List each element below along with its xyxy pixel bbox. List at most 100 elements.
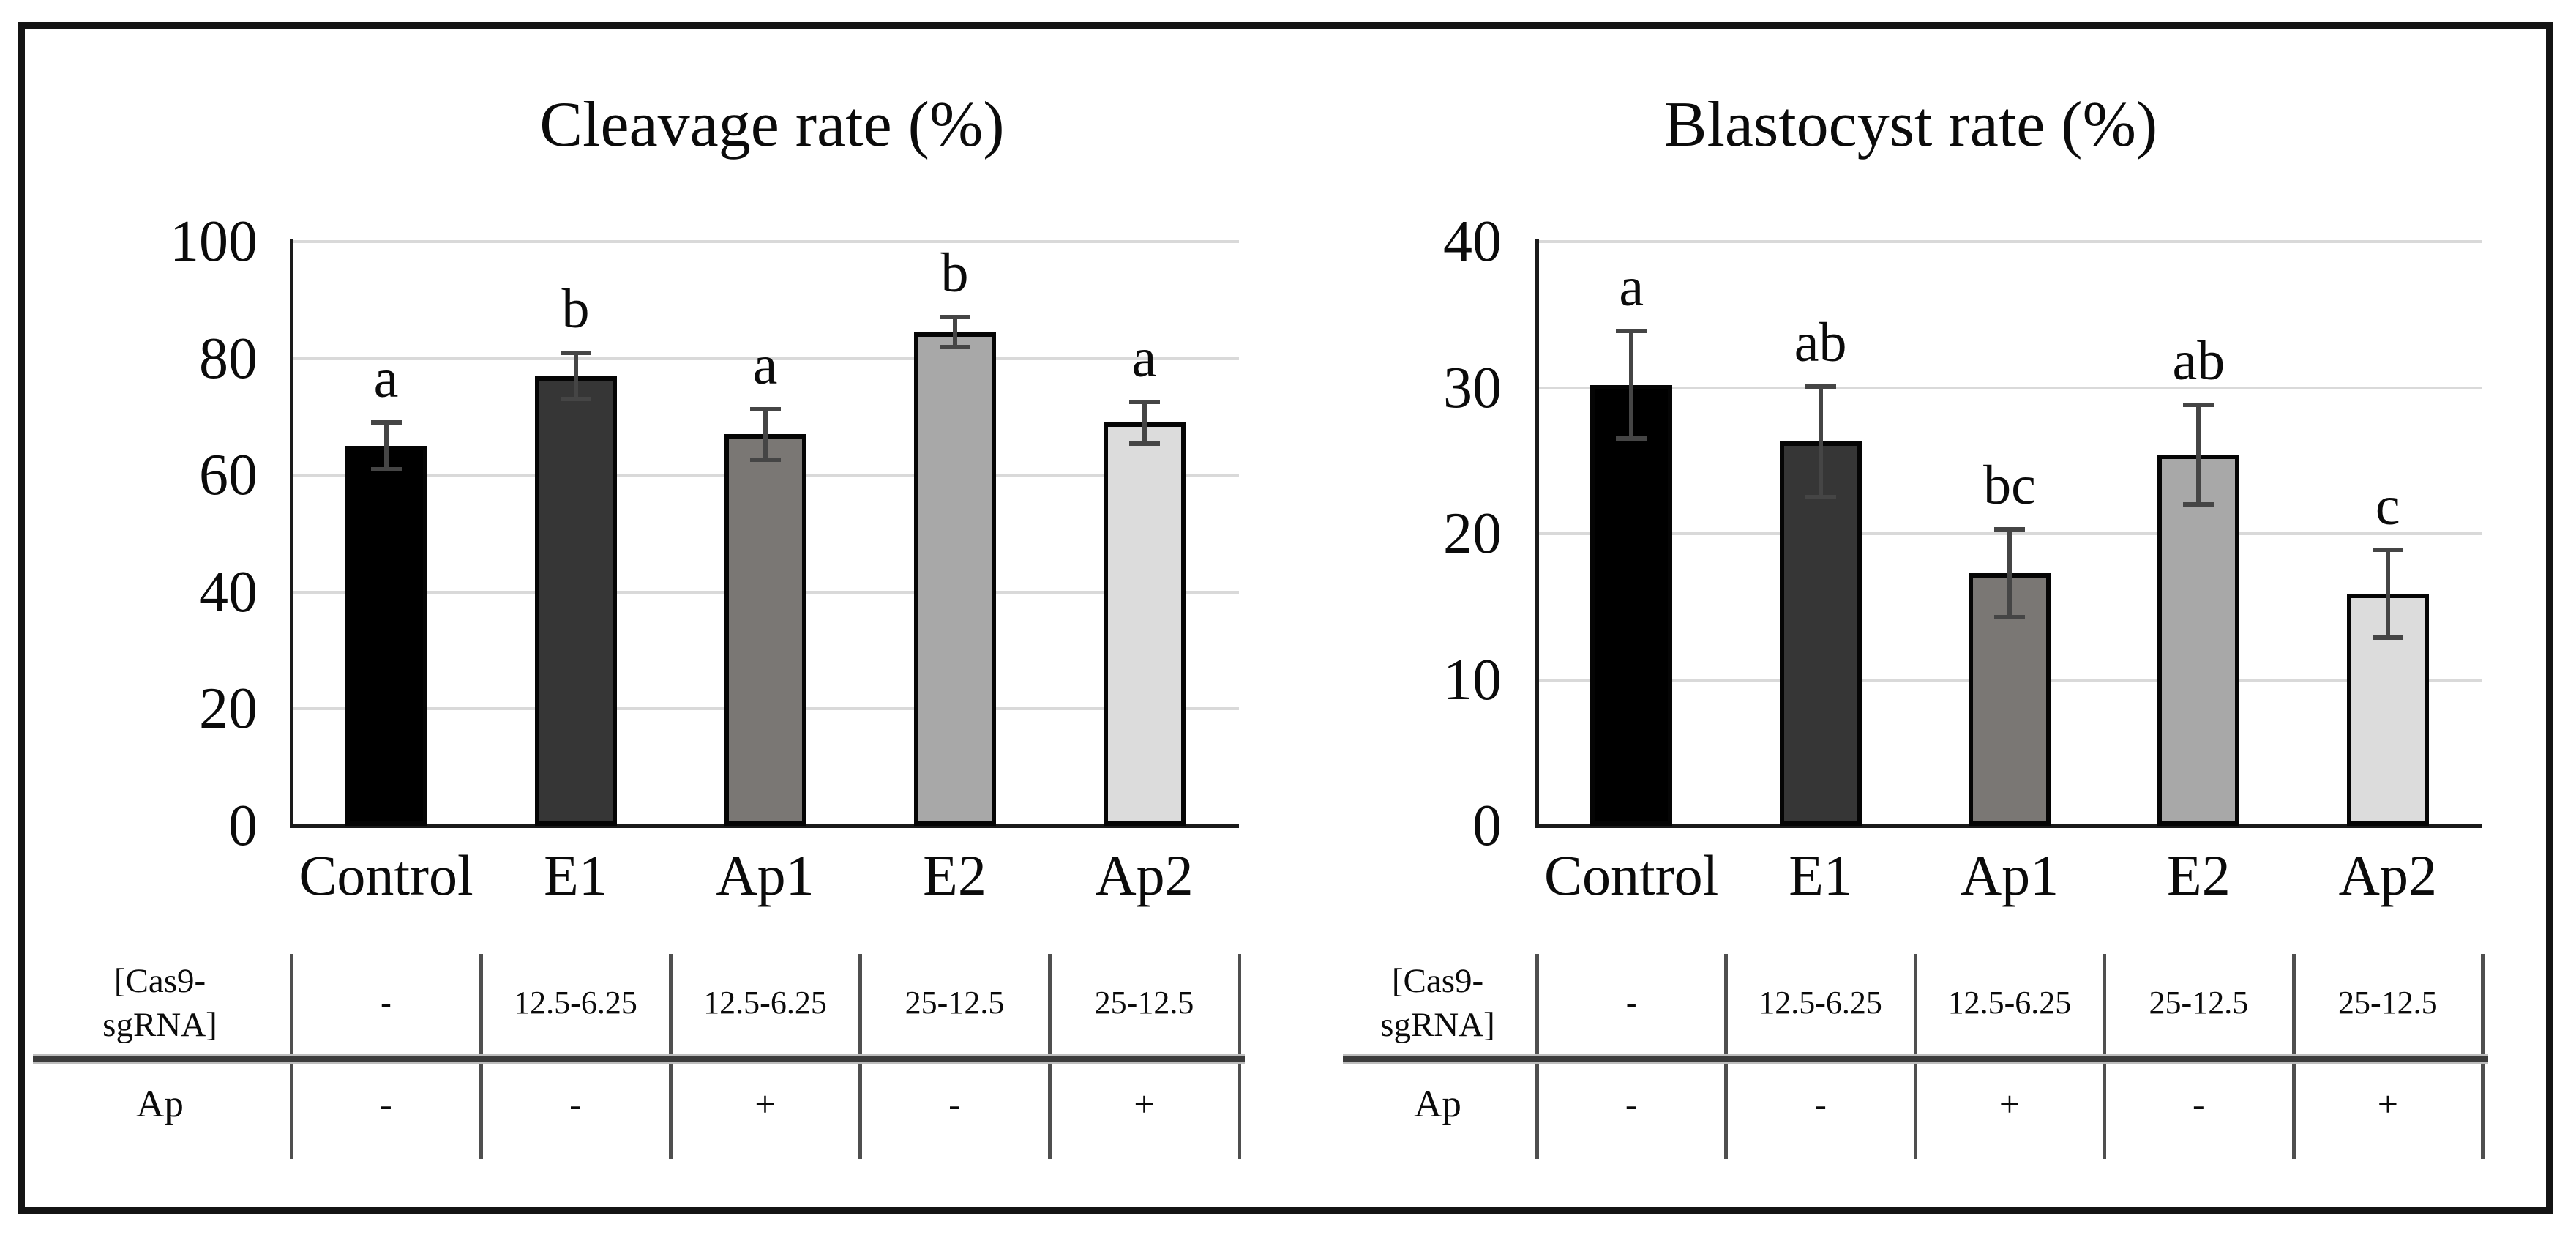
bar-Ap1 — [724, 434, 806, 826]
table-cell: - — [381, 985, 392, 1021]
x-category-label-E2: E2 — [923, 843, 986, 907]
table-row-label-ap: Ap — [136, 1083, 184, 1125]
table-cell: 12.5-6.25 — [703, 985, 827, 1021]
error-bar-Ap1 — [763, 409, 768, 460]
bar-E2 — [2157, 455, 2240, 826]
error-bar-cap-bottom — [1994, 614, 2025, 619]
sig-letter-Ap1: a — [752, 335, 778, 397]
table-row-divider — [1343, 1056, 2488, 1062]
table-row-label-ap: Ap — [1414, 1083, 1461, 1125]
table-cell: - — [2193, 1084, 2205, 1125]
error-bar-cap-bottom — [1616, 436, 1647, 441]
sig-letter-E1: ab — [1794, 311, 1847, 373]
y-tick-label-20: 20 — [199, 676, 258, 742]
error-bar-E2 — [952, 316, 957, 348]
table-row-divider — [33, 1056, 1245, 1062]
y-tick-label-30: 30 — [1443, 355, 1502, 420]
x-axis-line — [290, 824, 1239, 828]
error-bar-cap-top — [2372, 547, 2403, 552]
error-bar-Control — [383, 422, 389, 470]
y-tick-label-0: 0 — [228, 794, 258, 858]
figure-border — [18, 22, 2553, 1214]
sig-letter-E2: ab — [2172, 330, 2225, 392]
error-bar-cap-bottom — [1805, 495, 1836, 500]
sig-letter-E1: b — [561, 277, 590, 340]
y-tick-label-80: 80 — [199, 326, 258, 391]
table-cell: + — [2377, 1084, 2398, 1125]
y-tick-label-10: 10 — [1443, 647, 1502, 712]
bar-Control — [345, 446, 427, 826]
sig-letter-Control: a — [1619, 256, 1644, 318]
gridline-100 — [291, 240, 1239, 243]
bar-E1 — [534, 376, 617, 826]
gridline-80 — [291, 357, 1239, 360]
x-category-label-Ap1: Ap1 — [1960, 843, 2059, 907]
error-bar-Control — [1629, 330, 1634, 439]
table-cell: - — [1625, 985, 1637, 1021]
table-row-label-cas9-sgrna: [Cas9- sgRNA] — [102, 962, 217, 1044]
y-axis-line — [290, 239, 293, 828]
table-cell: 25-12.5 — [1094, 985, 1194, 1021]
error-bar-cap-top — [370, 420, 402, 425]
sig-letter-E2: b — [940, 242, 969, 304]
error-bar-cap-top — [939, 314, 970, 319]
chart-title-blastocyst: Blastocyst rate (%) — [1663, 89, 2158, 160]
error-bar-E1 — [1818, 386, 1823, 498]
error-bar-cap-bottom — [2372, 635, 2403, 640]
error-bar-cap-top — [1616, 328, 1647, 333]
y-tick-label-20: 20 — [1443, 501, 1502, 566]
y-axis-line — [1535, 239, 1539, 828]
gridline-30 — [1537, 386, 2482, 389]
table-cell: 12.5-6.25 — [514, 985, 637, 1021]
table-cell: - — [1625, 1084, 1638, 1125]
table-row-label-cas9-sgrna: [Cas9- sgRNA] — [1380, 962, 1495, 1044]
table-cell: + — [755, 1084, 776, 1125]
error-bar-cap-bottom — [370, 467, 402, 472]
x-category-label-E1: E1 — [1789, 843, 1852, 907]
x-category-label-E1: E1 — [544, 843, 607, 907]
x-category-label-Ap1: Ap1 — [716, 843, 815, 907]
bar-E1 — [1779, 441, 1862, 826]
table-cell: 25-12.5 — [2149, 985, 2249, 1021]
error-bar-cap-top — [2183, 403, 2214, 408]
y-tick-label-60: 60 — [199, 443, 258, 508]
gridline-40 — [1537, 240, 2482, 243]
error-bar-cap-bottom — [1128, 441, 1160, 447]
sig-letter-Ap1: bc — [1983, 455, 2036, 516]
error-bar-cap-bottom — [749, 457, 781, 462]
table-cell: 12.5-6.25 — [1759, 985, 1882, 1021]
bar-E2 — [913, 332, 996, 826]
error-bar-Ap1 — [2007, 529, 2012, 617]
error-bar-cap-bottom — [560, 397, 591, 402]
error-bar-cap-top — [1994, 527, 2025, 532]
y-tick-label-40: 40 — [1443, 209, 1502, 274]
x-category-label-Control: Control — [299, 843, 473, 907]
sig-letter-Control: a — [373, 348, 399, 410]
y-tick-label-100: 100 — [170, 209, 258, 274]
chart-title-cleavage: Cleavage rate (%) — [539, 89, 1005, 160]
error-bar-cap-top — [1128, 399, 1160, 404]
table-cell: 25-12.5 — [905, 985, 1005, 1021]
sig-letter-Ap2: a — [1131, 327, 1157, 389]
table-cell: - — [948, 1084, 961, 1125]
error-bar-Ap2 — [1142, 401, 1147, 444]
bar-Ap2 — [1103, 422, 1186, 826]
table-cell: + — [1999, 1084, 2021, 1125]
y-tick-label-40: 40 — [199, 559, 258, 624]
error-bar-E2 — [2196, 405, 2201, 505]
x-category-label-Control: Control — [1544, 843, 1719, 907]
x-category-label-E2: E2 — [2167, 843, 2231, 907]
error-bar-E1 — [573, 352, 578, 400]
table-cell: 25-12.5 — [2337, 985, 2438, 1021]
table-cell: - — [380, 1084, 392, 1125]
table-cell: - — [569, 1084, 582, 1125]
error-bar-cap-top — [1805, 384, 1836, 389]
x-category-label-Ap2: Ap2 — [2338, 843, 2437, 907]
error-bar-cap-bottom — [2183, 502, 2214, 507]
error-bar-cap-top — [560, 350, 591, 355]
y-tick-label-0: 0 — [1472, 794, 1502, 858]
table-cell: + — [1134, 1084, 1155, 1125]
x-axis-line — [1535, 824, 2482, 828]
bar-Control — [1590, 384, 1673, 826]
